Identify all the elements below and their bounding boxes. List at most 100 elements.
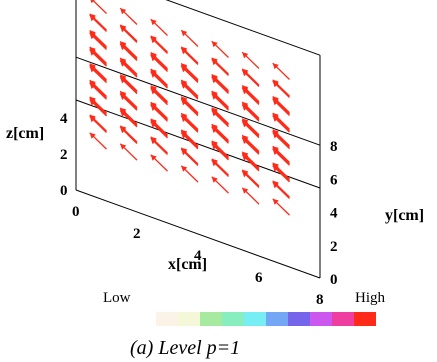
y-tick-label: 8: [330, 139, 338, 155]
vector-arrow: [119, 90, 138, 108]
vector-arrow: [89, 79, 107, 97]
vector-arrow: [89, 13, 107, 31]
vector-arrow: [211, 123, 229, 141]
vector-arrow: [272, 79, 290, 97]
y-axis-label: y[cm]: [385, 207, 424, 224]
vector-arrow: [180, 79, 199, 97]
legend-swatch: [354, 312, 376, 326]
x-tick-label: 0: [72, 204, 80, 220]
legend-low-label: Low: [103, 290, 131, 306]
vector-arrow: [150, 154, 168, 172]
legend-high-label: High: [355, 290, 386, 306]
x-tick-label: 6: [255, 270, 263, 286]
vector-arrow: [211, 57, 229, 75]
vector-arrow: [180, 129, 199, 147]
vector-arrow: [211, 40, 229, 58]
vector-arrow: [241, 151, 260, 169]
vector-arrow: [241, 101, 260, 119]
x-tick-label: 2: [133, 226, 141, 242]
vector-arrow: [241, 187, 260, 205]
vector-arrow: [241, 68, 260, 86]
y-tick-label: 2: [330, 239, 338, 255]
vector-arrow: [180, 165, 199, 183]
z-tick-label: 0: [60, 183, 68, 199]
vector-arrow: [180, 147, 199, 165]
vector-arrow: [180, 112, 199, 130]
legend-swatch: [222, 312, 244, 326]
y-tick-label: 4: [330, 206, 338, 222]
box-edge-2: [75, 56, 321, 146]
z-axis-label: z[cm]: [6, 125, 44, 142]
vector-arrow: [119, 143, 138, 161]
vector-arrow: [241, 118, 260, 136]
vector-arrow: [211, 107, 229, 125]
vector-arrow: [150, 101, 168, 119]
vector-arrow: [150, 136, 168, 154]
legend-swatch: [288, 312, 310, 326]
vector-arrow: [272, 112, 290, 130]
vector-arrow: [272, 162, 290, 180]
x-axis-label: x[cm]: [168, 256, 207, 273]
vector-arrow: [119, 107, 138, 125]
vector-arrow: [89, 132, 107, 150]
vector-arrow: [211, 176, 229, 194]
vector-arrow: [119, 7, 138, 25]
vector-arrow: [119, 125, 138, 143]
z-tick-label: 4: [60, 111, 68, 127]
vector-arrow: [180, 46, 199, 64]
vector-arrow: [150, 85, 168, 103]
vector-arrow: [89, 114, 107, 132]
vector-arrow: [272, 95, 290, 114]
color-legend: [156, 312, 376, 326]
legend-swatch: [332, 312, 354, 326]
vector-arrow: [119, 57, 138, 75]
vector-arrow: [211, 158, 229, 176]
vector-arrows: [89, 0, 290, 216]
vector-arrow: [211, 140, 229, 158]
figure-caption: (a) Level p=1: [130, 337, 240, 359]
legend-swatch: [266, 312, 288, 326]
y-tick-label: 6: [330, 172, 338, 188]
legend-swatch: [310, 312, 332, 326]
vector-arrow: [272, 62, 290, 80]
vector-arrow: [211, 90, 229, 108]
x-tick-label: 4: [194, 248, 202, 264]
vector-arrow: [241, 51, 260, 69]
vector-arrow: [211, 73, 229, 92]
legend-swatch: [178, 312, 200, 326]
vector-arrow: [150, 35, 168, 53]
y-tick-label: 0: [330, 272, 338, 288]
vector-arrow: [119, 74, 138, 92]
vector-arrow: [272, 129, 290, 147]
legend-swatch: [200, 312, 222, 326]
box-edge-6: [165, 0, 321, 56]
vector-arrow: [89, 29, 107, 48]
vector-arrow: [241, 169, 260, 187]
vector-arrow: [180, 96, 199, 114]
vector-arrow: [119, 40, 138, 59]
vector-arrow: [150, 68, 168, 86]
vector-arrow: [180, 62, 199, 81]
vector-arrow: [90, 0, 107, 14]
z-tick-label: 2: [60, 147, 68, 163]
legend-swatch: [244, 312, 266, 326]
vector-arrow: [89, 63, 107, 81]
vector-arrow: [272, 180, 290, 198]
vector-arrow: [89, 96, 107, 114]
vector-arrow: [119, 24, 138, 42]
vector-arrow: [272, 198, 290, 216]
bounding-box: [75, 0, 321, 279]
vector-arrow: [241, 84, 260, 103]
vector-arrow: [180, 29, 199, 47]
legend-swatch: [156, 312, 178, 326]
x-tick-label: 8: [316, 292, 324, 308]
vector-arrow: [272, 145, 290, 163]
vector-arrow: [150, 118, 168, 136]
vector-arrow: [150, 18, 168, 36]
box-edge-0: [75, 189, 321, 279]
box-edge-4: [75, 99, 321, 189]
vector-arrow: [241, 134, 260, 152]
vector-arrow: [150, 51, 168, 70]
